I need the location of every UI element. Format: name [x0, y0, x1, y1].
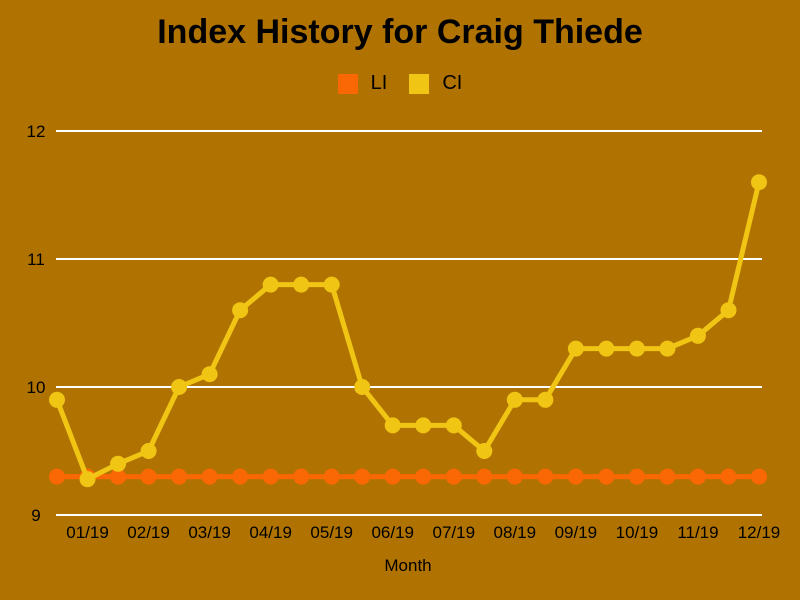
data-point-ci-9[interactable] — [323, 276, 340, 293]
chart-title: Index History for Craig Thiede — [157, 13, 643, 51]
data-point-li-9[interactable] — [323, 468, 340, 485]
y-tick-label-12: 12 — [27, 122, 46, 141]
data-point-ci-22[interactable] — [720, 302, 737, 319]
data-point-li-11[interactable] — [384, 468, 401, 485]
data-point-li-21[interactable] — [689, 468, 706, 485]
x-tick-label-08-19: 08/19 — [494, 523, 537, 542]
x-tick-label-12-19: 12/19 — [738, 523, 781, 542]
data-point-li-10[interactable] — [354, 468, 371, 485]
data-point-li-0[interactable] — [49, 468, 65, 485]
data-point-li-17[interactable] — [567, 468, 584, 485]
data-point-ci-1[interactable] — [79, 471, 96, 488]
data-point-li-22[interactable] — [720, 468, 737, 485]
data-point-ci-17[interactable] — [567, 340, 584, 357]
data-point-ci-12[interactable] — [415, 417, 432, 434]
legend-swatch-li-icon — [337, 73, 358, 94]
y-tick-label-11: 11 — [27, 250, 45, 269]
legend: LI CI — [0, 72, 800, 95]
x-tick-label-06-19: 06/19 — [371, 523, 414, 542]
x-axis-title: Month — [384, 556, 431, 575]
data-point-li-5[interactable] — [201, 468, 218, 485]
data-point-li-8[interactable] — [293, 468, 310, 485]
legend-label-ci: CI — [442, 72, 463, 94]
data-point-li-7[interactable] — [262, 468, 279, 485]
data-point-ci-14[interactable] — [476, 443, 493, 459]
data-point-li-13[interactable] — [445, 468, 462, 485]
x-tick-label-11-19: 11/19 — [677, 523, 718, 542]
data-point-ci-6[interactable] — [232, 302, 249, 319]
data-point-ci-15[interactable] — [506, 391, 523, 408]
data-point-ci-20[interactable] — [659, 340, 676, 357]
data-point-li-20[interactable] — [659, 468, 676, 485]
data-point-ci-0[interactable] — [49, 391, 65, 408]
legend-item-ci[interactable]: CI — [409, 72, 462, 95]
x-tick-label-10-19: 10/19 — [616, 523, 659, 542]
data-point-ci-19[interactable] — [628, 340, 645, 357]
data-point-li-4[interactable] — [171, 468, 188, 485]
data-point-ci-8[interactable] — [293, 276, 310, 293]
data-point-li-19[interactable] — [628, 468, 645, 485]
data-point-ci-13[interactable] — [445, 417, 462, 434]
data-point-ci-10[interactable] — [354, 379, 371, 395]
data-point-ci-11[interactable] — [384, 417, 401, 434]
data-point-li-2[interactable] — [110, 468, 127, 485]
x-tick-label-01-19: 01/19 — [66, 523, 109, 542]
legend-item-li[interactable]: LI — [337, 72, 388, 95]
data-point-li-15[interactable] — [506, 468, 523, 485]
data-point-li-6[interactable] — [232, 468, 249, 485]
data-point-ci-4[interactable] — [171, 379, 188, 395]
data-point-li-18[interactable] — [598, 468, 615, 485]
data-point-ci-2[interactable] — [110, 455, 127, 472]
data-point-ci-3[interactable] — [140, 443, 157, 459]
series-line-ci — [54, 179, 762, 482]
legend-label-li: LI — [370, 72, 388, 94]
y-tick-label-10: 10 — [27, 378, 46, 397]
x-tick-label-03-19: 03/19 — [188, 523, 231, 542]
data-point-li-3[interactable] — [140, 468, 157, 485]
data-point-ci-18[interactable] — [598, 340, 615, 357]
y-tick-label-9: 9 — [31, 506, 40, 525]
x-tick-label-05-19: 05/19 — [310, 523, 353, 542]
data-point-ci-7[interactable] — [262, 276, 279, 293]
x-tick-label-02-19: 02/19 — [127, 523, 170, 542]
data-point-ci-16[interactable] — [537, 391, 554, 408]
data-point-li-14[interactable] — [476, 468, 493, 485]
data-point-ci-21[interactable] — [689, 327, 706, 344]
x-tick-label-04-19: 04/19 — [249, 523, 292, 542]
legend-swatch-ci-icon — [409, 73, 430, 94]
x-tick-label-07-19: 07/19 — [433, 523, 476, 542]
data-point-li-16[interactable] — [537, 468, 554, 485]
data-point-ci-23[interactable] — [751, 174, 767, 191]
data-point-li-12[interactable] — [415, 468, 432, 485]
data-point-li-23[interactable] — [751, 468, 767, 485]
x-tick-label-09-19: 09/19 — [555, 523, 598, 542]
data-point-ci-5[interactable] — [201, 366, 218, 383]
